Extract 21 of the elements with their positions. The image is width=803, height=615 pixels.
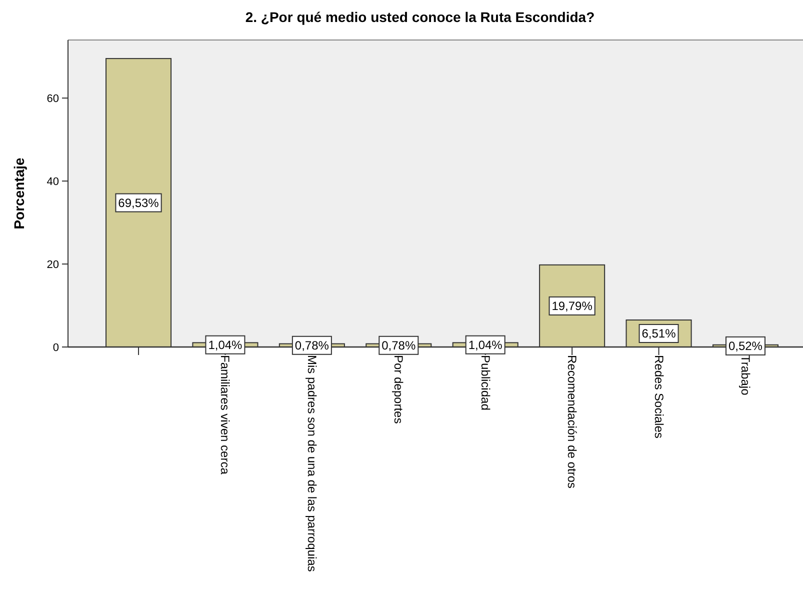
data-label: 1,04% bbox=[208, 338, 243, 352]
x-tick-label: Publicidad bbox=[478, 355, 492, 410]
x-tick-label: Trabajo bbox=[738, 355, 752, 396]
chart-title: 2. ¿Por qué medio usted conoce la Ruta Escondida? bbox=[245, 9, 595, 25]
y-axis-title: Porcentaje bbox=[11, 157, 27, 230]
y-tick-label: 60 bbox=[46, 92, 59, 105]
y-tick-label: 20 bbox=[46, 258, 59, 271]
data-label: 0,78% bbox=[382, 338, 416, 353]
x-tick-label: Recomendación de otros bbox=[565, 355, 580, 488]
data-label: 1,04% bbox=[468, 338, 503, 352]
x-tick-label: Mis padres son de una de las parroquias bbox=[304, 355, 319, 572]
x-tick-label: Por deportes bbox=[392, 355, 406, 424]
y-tick-label: 40 bbox=[46, 176, 59, 188]
x-tick-label: Redes Sociales bbox=[652, 355, 666, 438]
x-tick-label: Familiares viven cerca bbox=[218, 355, 232, 475]
data-label: 69,53% bbox=[118, 196, 160, 210]
data-label: 0,52% bbox=[728, 339, 763, 354]
y-tick-label: 0 bbox=[52, 342, 59, 354]
data-label: 19,79% bbox=[552, 299, 593, 314]
data-label: 6,51% bbox=[642, 326, 676, 341]
data-label: 0,78% bbox=[294, 338, 330, 353]
